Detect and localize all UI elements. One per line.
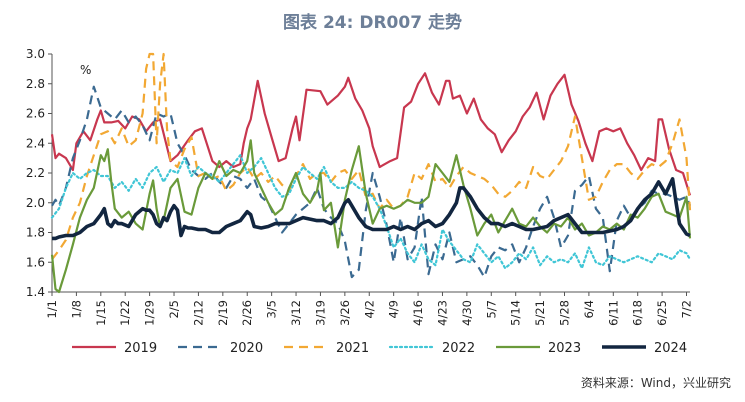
x-tick-label: 3/12: [289, 300, 303, 326]
x-tick-label: 6/11: [606, 300, 620, 326]
series-lines: [50, 52, 692, 294]
chart-axes: 1.4 1.6 1.8 2.0 2.2 2.4 2.6 2.8 3.0% 1/1 1/8 1/15 1/…: [26, 47, 694, 326]
x-tick-label: 4/9: [387, 300, 401, 319]
x-tick-label: 3/5: [265, 300, 279, 319]
y-tick-label: 1.8: [26, 226, 45, 240]
legend-label-2020: 2020: [230, 341, 263, 356]
series-line-2024: [52, 177, 691, 241]
x-tick-label: 1/8: [69, 300, 83, 319]
x-tick-label: 3/19: [313, 300, 327, 326]
series-line-2021: [51, 52, 692, 260]
y-tick-label: 2.8: [26, 77, 45, 91]
x-tick-label: 4/30: [460, 300, 474, 326]
y-tick-label: 2.2: [26, 166, 45, 180]
y-tick-label: 2.6: [26, 107, 45, 121]
x-tick-label: 1/29: [143, 300, 157, 326]
chart-legend: 2019 2020 2021 2022 2023 2024: [72, 341, 687, 356]
y-tick-label: 1.6: [26, 255, 45, 269]
x-tick-label: 5/7: [484, 300, 498, 319]
x-tick-label: 4/23: [435, 300, 449, 326]
x-tick-label: 2/12: [191, 300, 205, 326]
legend-label-2022: 2022: [442, 341, 475, 356]
legend-label-2019: 2019: [124, 341, 157, 356]
series-line-2020: [51, 85, 692, 279]
y-tick-label: 2.0: [26, 196, 45, 210]
y-unit-label: %: [80, 63, 91, 77]
series-line-2022: [50, 154, 692, 270]
legend-label-2024: 2024: [654, 341, 687, 356]
x-tick-label: 3/26: [338, 300, 352, 326]
legend-label-2021: 2021: [336, 341, 369, 356]
y-tick-label: 2.4: [26, 136, 45, 150]
x-tick-label: 1/22: [118, 300, 132, 326]
x-tick-label: 6/25: [655, 300, 669, 326]
legend-label-2023: 2023: [548, 341, 581, 356]
x-tick-label: 5/28: [557, 300, 571, 326]
x-tick-label: 1/15: [94, 300, 108, 326]
x-tick-label: 2/26: [240, 300, 254, 326]
x-tick-label: 2/19: [216, 300, 230, 326]
x-tick-label: 4/2: [362, 300, 376, 319]
series-line-2023: [50, 139, 692, 294]
x-tick-label: 5/14: [509, 300, 523, 326]
data-source-note: 资料来源：Wind，兴业研究: [580, 376, 731, 390]
x-tick-label: 6/4: [582, 300, 596, 319]
y-tick-label: 3.0: [26, 47, 45, 61]
chart-title: 图表 24: DR007 走势: [283, 13, 462, 33]
x-tick-label: 2/5: [167, 300, 181, 319]
y-tick-label: 1.4: [26, 285, 45, 299]
x-tick-label: 7/2: [680, 300, 694, 319]
x-tick-label: 4/16: [411, 300, 425, 326]
x-tick-label: 1/1: [45, 300, 59, 319]
x-tick-label: 6/18: [631, 300, 645, 326]
x-tick-label: 5/21: [533, 300, 547, 326]
